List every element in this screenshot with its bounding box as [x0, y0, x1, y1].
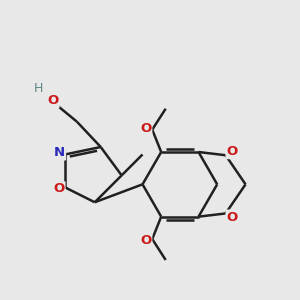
Text: N: N	[54, 146, 65, 160]
Text: H: H	[33, 82, 43, 95]
Text: O: O	[226, 145, 238, 158]
Text: O: O	[53, 182, 64, 195]
Text: O: O	[47, 94, 58, 107]
Text: O: O	[140, 122, 151, 135]
Text: O: O	[140, 234, 151, 247]
Text: O: O	[226, 211, 238, 224]
